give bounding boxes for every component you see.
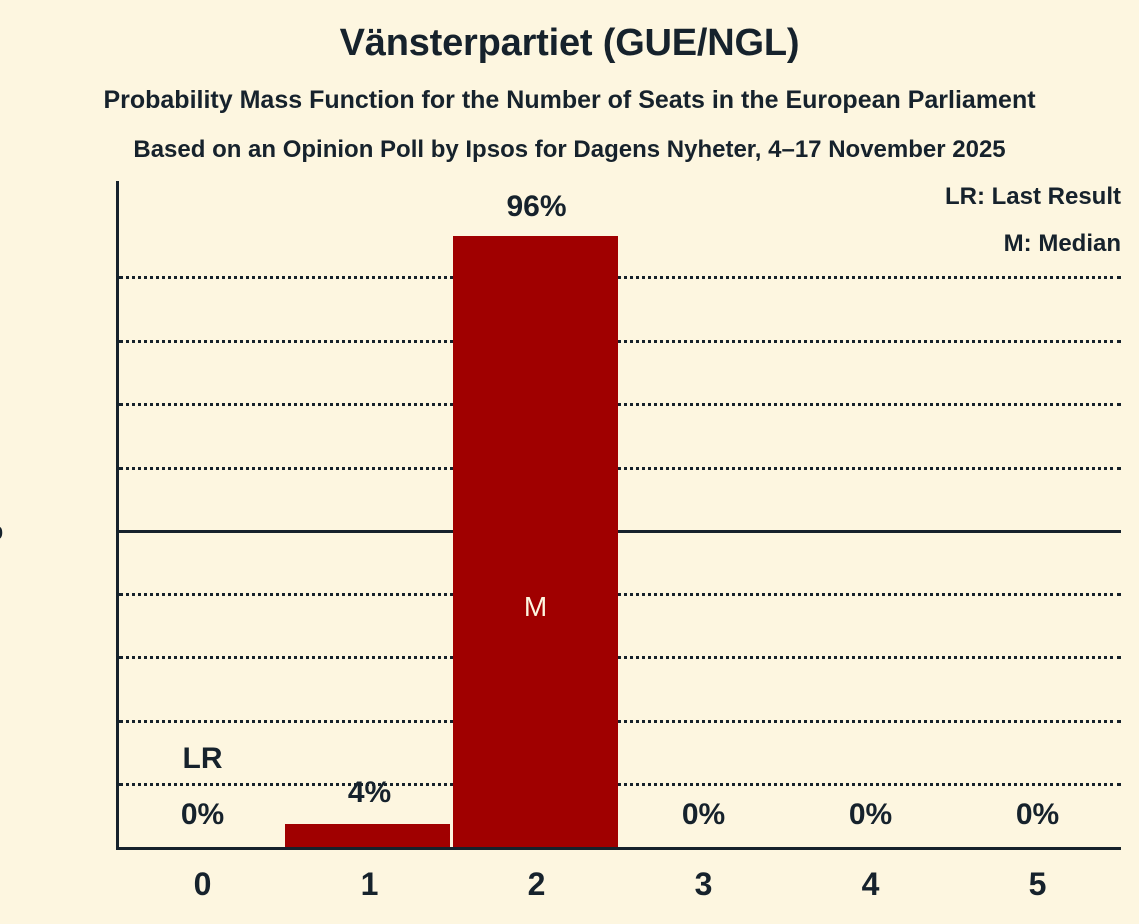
legend: LR: Last Result M: Median (945, 185, 1121, 279)
gridline-35 (119, 720, 1121, 723)
legend-entry-median: M: Median (1003, 230, 1121, 257)
y-axis-tick-label-50: 50% (0, 515, 3, 545)
bar-seat-2: M (453, 236, 618, 847)
value-label-seat-3: 0% (681, 798, 726, 831)
value-label-seat-0: 0% (180, 798, 225, 831)
y-axis-line (116, 181, 119, 847)
chart-source-line: Based on an Opinion Poll by Ipsos for Da… (133, 136, 1006, 163)
value-label-seat-1: 4% (347, 776, 392, 809)
x-axis-tick-label-5: 5 (1028, 866, 1047, 902)
gridline-30 (119, 783, 1121, 786)
value-label-seat-4: 0% (848, 798, 893, 831)
x-axis-tick-label-1: 1 (360, 866, 379, 902)
gridline-85 (119, 403, 1121, 406)
gridline-95 (119, 276, 1121, 279)
gridline-80 (119, 467, 1121, 470)
gridline-50-major (116, 530, 1121, 533)
x-axis-tick-label-0: 0 (193, 866, 212, 902)
value-label-seat-5: 0% (1015, 798, 1060, 831)
median-marker-label: M (523, 591, 548, 622)
x-axis-tick-label-4: 4 (861, 866, 880, 902)
legend-entry-last-result: LR: Last Result (944, 183, 1121, 210)
x-axis-tick-label-3: 3 (694, 866, 713, 902)
gridline-90 (119, 340, 1121, 343)
plot-area: M (116, 181, 1121, 850)
value-label-seat-2: 96% (506, 190, 567, 223)
x-axis-line (116, 847, 1121, 850)
gridline-40 (119, 656, 1121, 659)
gridline-45 (119, 593, 1121, 596)
bar-seat-1 (285, 824, 450, 847)
last-result-marker-label: LR (182, 742, 223, 775)
page-title: Vänsterpartiet (GUE/NGL) (339, 22, 800, 64)
chart-subtitle: Probability Mass Function for the Number… (103, 86, 1036, 114)
x-axis-tick-label-2: 2 (527, 866, 546, 902)
